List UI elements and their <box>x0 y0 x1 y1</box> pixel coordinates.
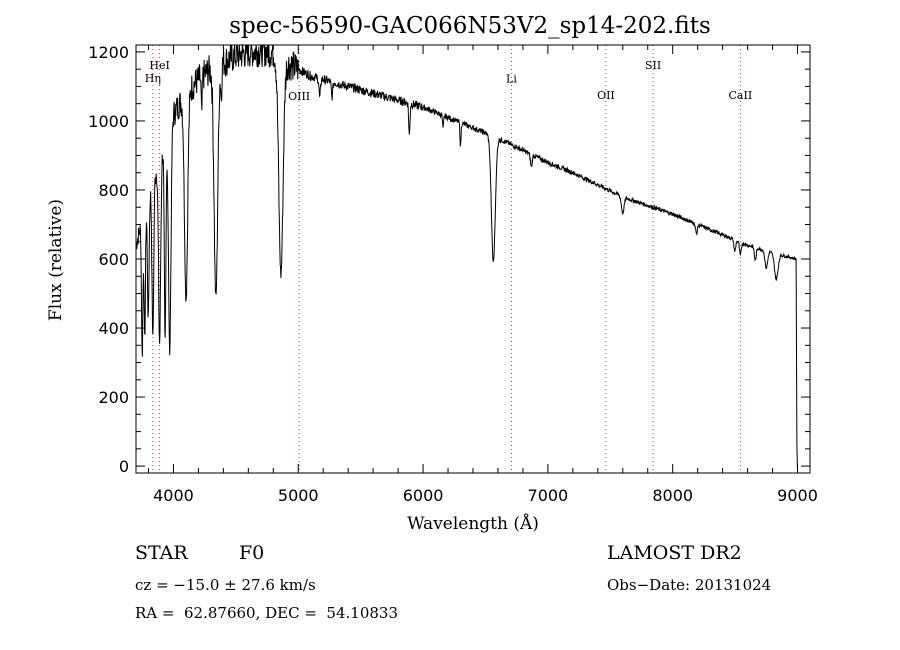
y-axis-ticks: 0 200 400 600 800 1000 1200 <box>88 43 810 476</box>
spectral-line-label: Hη <box>145 72 161 85</box>
x-tick-label: 8000 <box>652 486 693 505</box>
y-tick-label: 800 <box>98 181 129 200</box>
x-tick-label: 5000 <box>278 486 319 505</box>
object-class: STAR <box>135 542 188 564</box>
x-tick-label: 9000 <box>777 486 818 505</box>
spectral-line-label: SII <box>645 59 661 72</box>
plot-frame <box>135 44 811 474</box>
spectral-line-label: Li <box>506 72 517 85</box>
y-axis-label: Flux (relative) <box>46 199 66 321</box>
x-tick-label: 6000 <box>403 486 444 505</box>
y-tick-label: 1000 <box>88 112 129 131</box>
spectrum-line <box>135 43 798 472</box>
spectral-subclass: F0 <box>239 542 265 564</box>
x-tick-label: 7000 <box>528 486 569 505</box>
y-tick-label: 0 <box>119 457 129 476</box>
spectral-line-label: OII <box>597 89 615 102</box>
survey-name: LAMOST DR2 <box>607 542 742 564</box>
chart-title: spec-56590-GAC066N53V2_sp14-202.fits <box>229 13 711 39</box>
spectral-line-label: CaII <box>729 89 753 102</box>
x-tick-label: 4000 <box>153 486 194 505</box>
redshift-readout: cz = −15.0 ± 27.6 km/s <box>135 576 316 594</box>
x-axis-label: Wavelength (Å) <box>407 513 539 534</box>
spectral-line-label: OIII <box>288 90 310 103</box>
spectral-line-label: HeI <box>149 59 169 72</box>
y-tick-label: 1200 <box>88 43 129 62</box>
y-tick-label: 600 <box>98 250 129 269</box>
y-tick-label: 200 <box>98 388 129 407</box>
x-axis-ticks: 4000 5000 6000 7000 8000 9000 <box>147 45 818 505</box>
coordinates: RA = 62.87660, DEC = 54.10833 <box>135 604 399 622</box>
obs-date: Obs−Date: 20131024 <box>607 576 772 594</box>
y-tick-label: 400 <box>98 319 129 338</box>
